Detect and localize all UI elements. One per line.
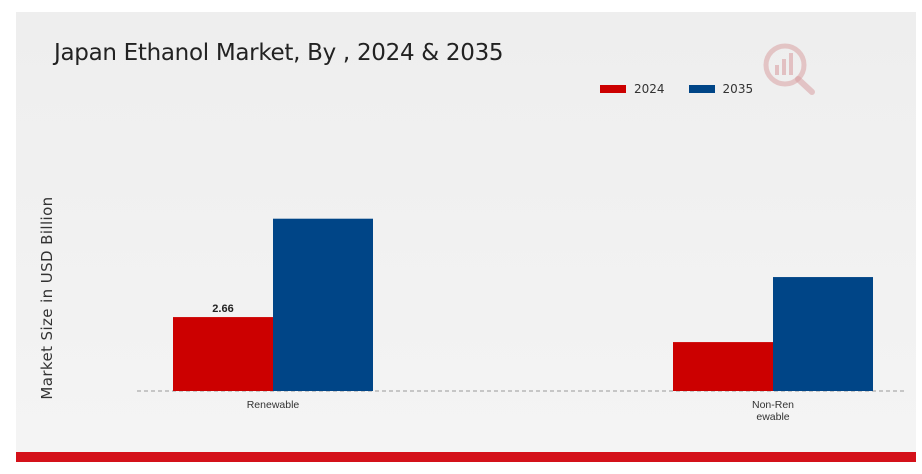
bar-2024-0 <box>173 317 273 391</box>
market-research-logo-icon <box>763 43 815 95</box>
legend-item-2024: 2024 <box>600 82 665 96</box>
data-label: 2.66 <box>212 303 233 315</box>
x-tick-label: Non-Ren ewable <box>752 399 794 423</box>
chart-title: Japan Ethanol Market, By , 2024 & 2035 <box>54 40 504 66</box>
legend-label-2035: 2035 <box>722 82 754 96</box>
legend-item-2035: 2035 <box>688 82 754 96</box>
bar-2035-1 <box>773 277 873 391</box>
bar-2035-0 <box>273 218 373 391</box>
legend-swatch-2035 <box>688 85 715 93</box>
accent-bar <box>16 452 916 462</box>
legend-label-2024: 2024 <box>634 82 665 96</box>
legend: 2024 2035 <box>600 82 777 96</box>
bar-2024-1 <box>673 342 773 391</box>
x-tick-label: Renewable <box>247 399 300 411</box>
legend-swatch-2024 <box>600 85 626 93</box>
